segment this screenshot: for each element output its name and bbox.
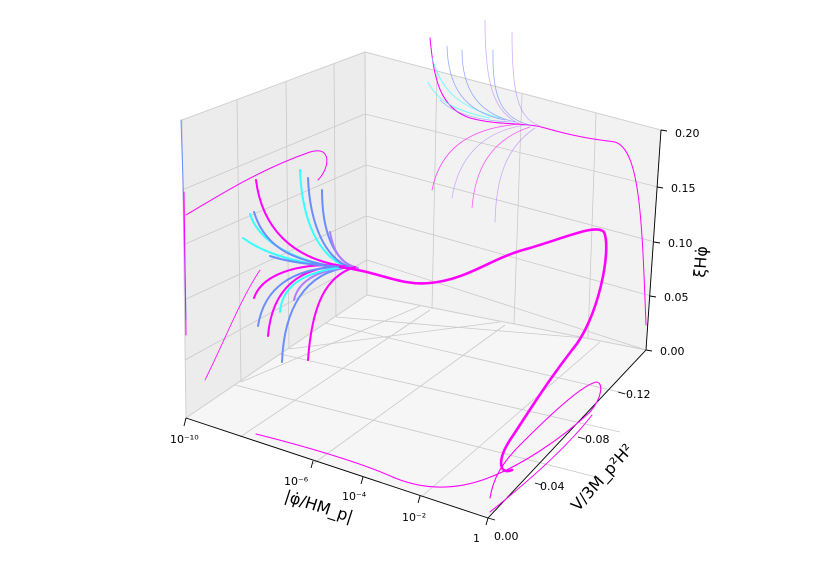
attractor-curve bbox=[338, 228, 608, 473]
trajectory-curve bbox=[431, 57, 501, 119]
trajectory-curve bbox=[299, 169, 351, 269]
trajectory-curve bbox=[494, 127, 536, 223]
x-tick-label: 1 bbox=[473, 532, 480, 545]
trajectory-curve bbox=[183, 191, 187, 336]
trajectory-curve bbox=[255, 179, 343, 267]
trajectory-curve bbox=[307, 266, 356, 361]
x-tick-labels: 10⁻¹⁰ 10⁻⁶ 10⁻⁴ 10⁻² 1 bbox=[170, 433, 480, 545]
trajectory-curve bbox=[257, 266, 341, 327]
trajectory-curve bbox=[427, 81, 491, 119]
y-axis-label: V/3M_p²H² bbox=[567, 440, 638, 515]
grid-lines bbox=[181, 63, 659, 499]
x-axis-line bbox=[185, 417, 489, 519]
trajectory-curve bbox=[471, 126, 531, 209]
trajectory-curve bbox=[451, 124, 526, 199]
trajectory-curve bbox=[185, 150, 328, 216]
y-axis-line bbox=[487, 349, 647, 519]
trajectory-curve bbox=[307, 177, 353, 269]
tick-marks bbox=[183, 129, 668, 526]
trajectory-curves bbox=[180, 19, 647, 513]
z-axis-label: ξHφ̇ bbox=[690, 245, 711, 278]
z-tick-label: 0.10 bbox=[668, 237, 693, 250]
trajectory-curve bbox=[281, 266, 351, 363]
z-tick-labels: 0.00 0.05 0.10 0.15 0.20 bbox=[660, 127, 700, 358]
y-tick-label: 0.12 bbox=[626, 388, 651, 401]
trajectory-curve bbox=[461, 49, 516, 123]
x-tick-label: 10⁻¹⁰ bbox=[170, 433, 199, 446]
trajectory-curve bbox=[492, 49, 531, 126]
y-tick-label: 0.08 bbox=[585, 433, 610, 446]
trajectory-curve bbox=[511, 31, 541, 127]
trajectory-curve bbox=[439, 99, 511, 123]
trajectory-curve bbox=[484, 19, 521, 125]
trajectory-curve bbox=[204, 269, 261, 381]
y-tick-label: 0.04 bbox=[540, 480, 565, 493]
trajectory-curve bbox=[279, 266, 346, 313]
axes-panes bbox=[181, 51, 662, 519]
axis-lines bbox=[185, 129, 662, 519]
x-tick-label: 10⁻² bbox=[402, 511, 426, 524]
z-tick-label: 0.00 bbox=[660, 345, 685, 358]
trajectory-curve bbox=[255, 381, 602, 499]
z-tick-label: 0.05 bbox=[664, 291, 689, 304]
y-tick-label: 0.00 bbox=[494, 530, 519, 543]
x-tick-label: 10⁻⁴ bbox=[342, 490, 367, 503]
z-tick-label: 0.15 bbox=[671, 182, 696, 195]
trajectory-curve bbox=[446, 45, 506, 121]
z-tick-label: 0.20 bbox=[675, 127, 700, 140]
trajectory-curve bbox=[431, 123, 521, 191]
y-tick-labels: 0.00 0.04 0.08 0.12 bbox=[494, 388, 651, 543]
z-axis-line bbox=[645, 129, 662, 351]
trajectory-curve bbox=[489, 414, 593, 513]
x-tick-label: 10⁻⁶ bbox=[284, 475, 309, 488]
